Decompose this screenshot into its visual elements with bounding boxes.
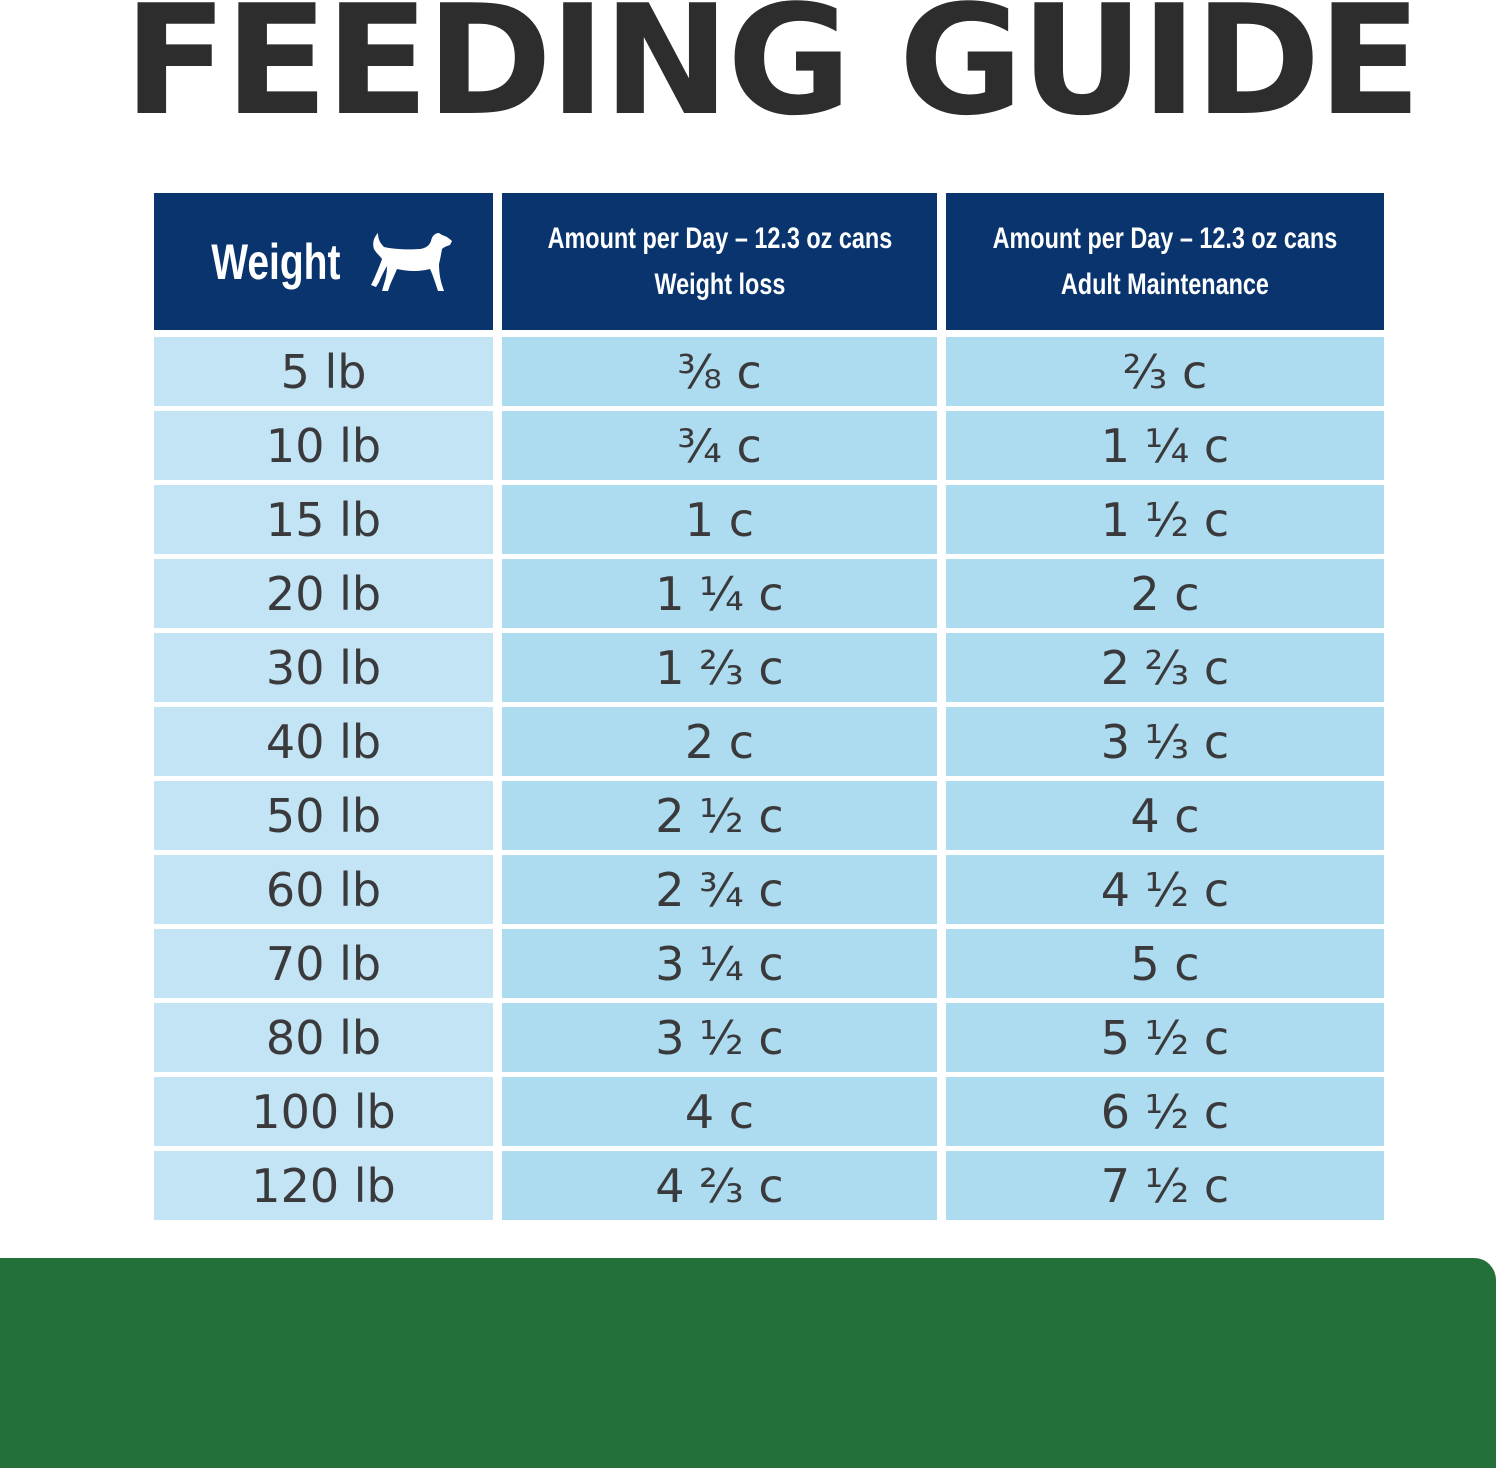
cell-adult-maintenance: 1 ½ c (946, 485, 1384, 554)
cell-weight-loss: 3 ½ c (502, 1003, 937, 1072)
header-weight-loss: Amount per Day – 12.3 oz cans Weight los… (502, 193, 937, 330)
cell-weight: 40 lb (154, 707, 493, 776)
cell-weight: 10 lb (154, 411, 493, 480)
cell-adult-maintenance: ⅔ c (946, 337, 1384, 406)
cell-adult-maintenance: 3 ⅓ c (946, 707, 1384, 776)
cell-adult-maintenance: 2 ⅔ c (946, 633, 1384, 702)
cell-weight: 15 lb (154, 485, 493, 554)
cell-weight-loss: 2 ½ c (502, 781, 937, 850)
cell-adult-maintenance: 7 ½ c (946, 1151, 1384, 1220)
cell-weight: 20 lb (154, 559, 493, 628)
cell-weight: 120 lb (154, 1151, 493, 1220)
header-weight: Weight (154, 193, 493, 330)
cell-adult-maintenance: 2 c (946, 559, 1384, 628)
feeding-table: Weight Amount per Day – 12.3 oz cans Wei… (154, 193, 1384, 1220)
cell-adult-maintenance: 6 ½ c (946, 1077, 1384, 1146)
cell-adult-maintenance: 5 c (946, 929, 1384, 998)
header-adult-maintenance-line1: Amount per Day – 12.3 oz cans (992, 221, 1338, 255)
cell-weight: 50 lb (154, 781, 493, 850)
cell-weight: 80 lb (154, 1003, 493, 1072)
page-title: FEEDING GUIDE (123, 0, 1422, 149)
cell-adult-maintenance: 4 c (946, 781, 1384, 850)
header-weight-loss-line2: Weight loss (654, 267, 785, 301)
header-weight-loss-line1: Amount per Day – 12.3 oz cans (547, 221, 892, 255)
cell-weight-loss: 1 ¼ c (502, 559, 937, 628)
header-weight-label: Weight (210, 233, 341, 290)
cell-weight-loss: 1 c (502, 485, 937, 554)
footer-green-band (0, 1258, 1496, 1468)
cell-weight-loss: ¾ c (502, 411, 937, 480)
header-adult-maintenance: Amount per Day – 12.3 oz cans Adult Main… (946, 193, 1384, 330)
dog-icon (371, 232, 453, 291)
cell-adult-maintenance: 4 ½ c (946, 855, 1384, 924)
cell-weight-loss: ⅜ c (502, 337, 937, 406)
cell-weight: 100 lb (154, 1077, 493, 1146)
cell-weight-loss: 3 ¼ c (502, 929, 937, 998)
cell-adult-maintenance: 1 ¼ c (946, 411, 1384, 480)
cell-weight: 30 lb (154, 633, 493, 702)
cell-weight: 70 lb (154, 929, 493, 998)
cell-adult-maintenance: 5 ½ c (946, 1003, 1384, 1072)
cell-weight-loss: 4 c (502, 1077, 937, 1146)
cell-weight-loss: 1 ⅔ c (502, 633, 937, 702)
header-adult-maintenance-line2: Adult Maintenance (1060, 267, 1270, 301)
cell-weight-loss: 4 ⅔ c (502, 1151, 937, 1220)
cell-weight: 5 lb (154, 337, 493, 406)
cell-weight: 60 lb (154, 855, 493, 924)
cell-weight-loss: 2 ¾ c (502, 855, 937, 924)
cell-weight-loss: 2 c (502, 707, 937, 776)
